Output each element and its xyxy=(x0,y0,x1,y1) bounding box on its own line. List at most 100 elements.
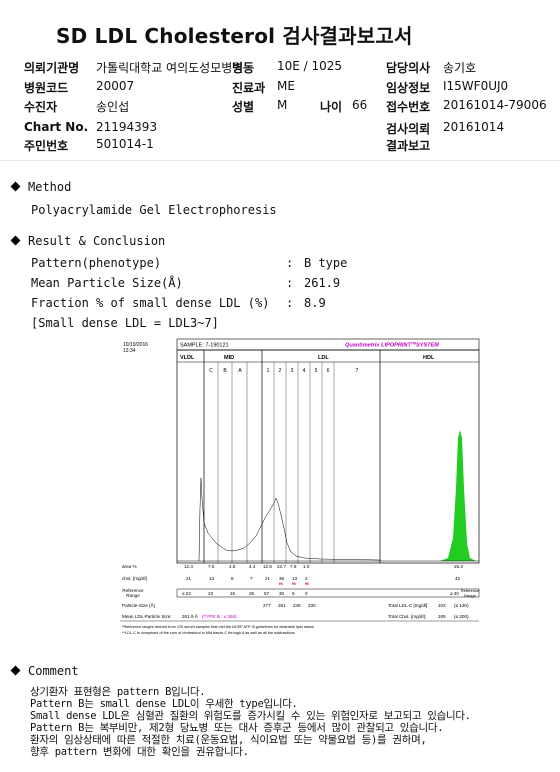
svg-text:0: 0 xyxy=(305,591,308,596)
chart-label: Chart No. xyxy=(24,120,89,134)
svg-text:Total Chol. [mg/dl]:: Total Chol. [mg/dl]: xyxy=(388,614,426,619)
svg-text:Total LDL-C [mg/dl]:: Total LDL-C [mg/dl]: xyxy=(388,603,429,608)
svg-text:HI: HI xyxy=(305,582,309,586)
svg-text:12.4: 12.4 xyxy=(184,564,193,569)
comment-line: 향후 pattern 변화에 대한 확인을 권유합니다. xyxy=(30,746,249,758)
request-date-label: 검사의뢰 xyxy=(386,122,431,136)
result-report-label: 결과보고 xyxy=(386,139,431,153)
svg-text:261: 261 xyxy=(278,603,286,608)
svg-text:39: 39 xyxy=(279,576,285,581)
svg-text:HI: HI xyxy=(279,582,283,586)
chol-label: chol. [mg/dl] xyxy=(122,576,147,581)
method-heading: Method xyxy=(10,180,71,194)
method-text: Polyacrylamide Gel Electrophoresis xyxy=(31,203,277,217)
band-c: C xyxy=(209,368,213,374)
resident-label: 주민번호 xyxy=(24,139,69,153)
age-value: 66 xyxy=(352,98,368,112)
svg-text:4.4: 4.4 xyxy=(249,564,256,569)
ward-label: 병동 xyxy=(232,61,255,75)
comment-line: 상기환자 표현형은 pattern B입니다. xyxy=(30,686,206,698)
svg-text:HI: HI xyxy=(292,582,296,586)
clinical-info-value: I15WF0UJ0 xyxy=(443,79,509,93)
plot-frame xyxy=(176,349,480,564)
band-4: 4 xyxy=(303,368,306,374)
ref-label: Reference Range xyxy=(122,588,144,598)
dept-value: ME xyxy=(277,79,295,93)
physician-value: 송기호 xyxy=(443,61,477,75)
svg-text:23: 23 xyxy=(208,591,214,596)
svg-text:≥ 40: ≥ 40 xyxy=(450,591,459,596)
request-date-value: 20161014 xyxy=(443,120,505,134)
group-mid: MID xyxy=(224,355,234,361)
svg-text:(≤ 200): (≤ 200) xyxy=(454,614,469,619)
comment-line: 환자의 임상상태에 따른 적절한 치료(운동요법, 식이요법 또는 약물요법 등… xyxy=(30,734,427,746)
hospital-code-value: 20007 xyxy=(96,79,135,93)
result-note: [Small dense LDL = LDL3~7] xyxy=(31,316,219,330)
svg-text:245: 245 xyxy=(293,603,301,608)
svg-text:*Reference ranges derived from: *Reference ranges derived from 125 serum… xyxy=(122,625,314,629)
physician-label: 담당의사 xyxy=(386,61,431,75)
svg-text:57: 57 xyxy=(264,591,270,596)
result-colon: : xyxy=(286,256,294,270)
diamond-bullet-icon xyxy=(10,665,21,676)
svg-text:7.6: 7.6 xyxy=(208,564,215,569)
result-colon: : xyxy=(286,296,294,310)
chart-value: 21194393 xyxy=(96,120,158,134)
svg-text:6: 6 xyxy=(292,591,295,596)
svg-text:42: 42 xyxy=(455,576,461,581)
svg-text:102: 102 xyxy=(438,603,446,608)
svg-text:7.9: 7.9 xyxy=(290,564,297,569)
svg-text:165: 165 xyxy=(438,614,446,619)
diamond-bullet-icon xyxy=(10,181,21,192)
comment-text: 상기환자 표현형은 pattern B입니다. Pattern B는 small … xyxy=(30,686,471,758)
svg-text:**LDL-C is comprised of the su: **LDL-C is comprised of the sum of chole… xyxy=(122,631,295,635)
report-time: 13:34 xyxy=(123,348,136,354)
sex-value: M xyxy=(277,98,288,112)
patient-value: 송인섭 xyxy=(96,100,130,114)
comment-line: Pattern B는 복부비만, 제2형 당뇨병 또는 대사 증후군 등에서 많… xyxy=(30,722,444,734)
svg-text:277: 277 xyxy=(263,603,271,608)
svg-text:21: 21 xyxy=(265,576,271,581)
svg-text:8: 8 xyxy=(231,576,234,581)
age-label: 나이 xyxy=(320,100,343,114)
result-value-fraction: 8.9 xyxy=(304,296,326,310)
report-title: SD LDL Cholesterol 검사결과보고서 xyxy=(56,24,413,48)
result-value-pattern: B type xyxy=(304,256,348,270)
comment-heading: Comment xyxy=(10,664,79,678)
svg-text:25.3: 25.3 xyxy=(454,564,463,569)
sex-label: 성별 xyxy=(232,100,255,114)
svg-text:≤ 22: ≤ 22 xyxy=(182,591,191,596)
mean-size-label: Mean LDL-Particle Size: xyxy=(122,614,172,619)
svg-text:23.7: 23.7 xyxy=(277,564,286,569)
reception-value: 20161014-79006 xyxy=(443,98,547,112)
patient-label: 수진자 xyxy=(24,100,58,114)
svg-text:12.5: 12.5 xyxy=(263,564,272,569)
svg-text:13: 13 xyxy=(209,576,215,581)
electropherogram xyxy=(177,430,479,562)
report-date: 10/19/2016 xyxy=(123,342,148,348)
svg-text:25: 25 xyxy=(249,591,255,596)
svg-text:21: 21 xyxy=(186,576,192,581)
diamond-bullet-icon xyxy=(10,235,21,246)
lipoprint-report: 10/19/2016 13:34 SAMPLE: 7-190121 Quanti… xyxy=(120,338,480,635)
institution-value: 가톨릭대학교 여의도성모병원 xyxy=(96,61,244,75)
report-brand: Quantimetrix LIPOPRINTTMSYSTEM xyxy=(345,342,439,349)
svg-text:2: 2 xyxy=(305,576,308,581)
svg-text:13: 13 xyxy=(292,576,298,581)
result-colon: : xyxy=(286,276,294,290)
subfraction-table: area % 12.4 7.6 4.8 4.4 12.5 23.7 7.9 1.… xyxy=(120,564,480,635)
reception-label: 접수번호 xyxy=(386,100,431,114)
group-hdl: HDL xyxy=(423,355,435,361)
area-label: area % xyxy=(122,564,137,569)
band-7: 7 xyxy=(356,368,359,374)
svg-text:7: 7 xyxy=(250,576,253,581)
result-label-size: Mean Particle Size(Å) xyxy=(31,276,183,290)
resident-value: 501014-1 xyxy=(96,137,154,151)
header-divider xyxy=(0,160,560,161)
dept-label: 진료과 xyxy=(232,81,266,95)
group-vldl: VLDL xyxy=(180,355,195,361)
svg-text:230: 230 xyxy=(308,603,316,608)
band-a: A xyxy=(238,368,242,374)
hospital-code-label: 병원코드 xyxy=(24,81,69,95)
